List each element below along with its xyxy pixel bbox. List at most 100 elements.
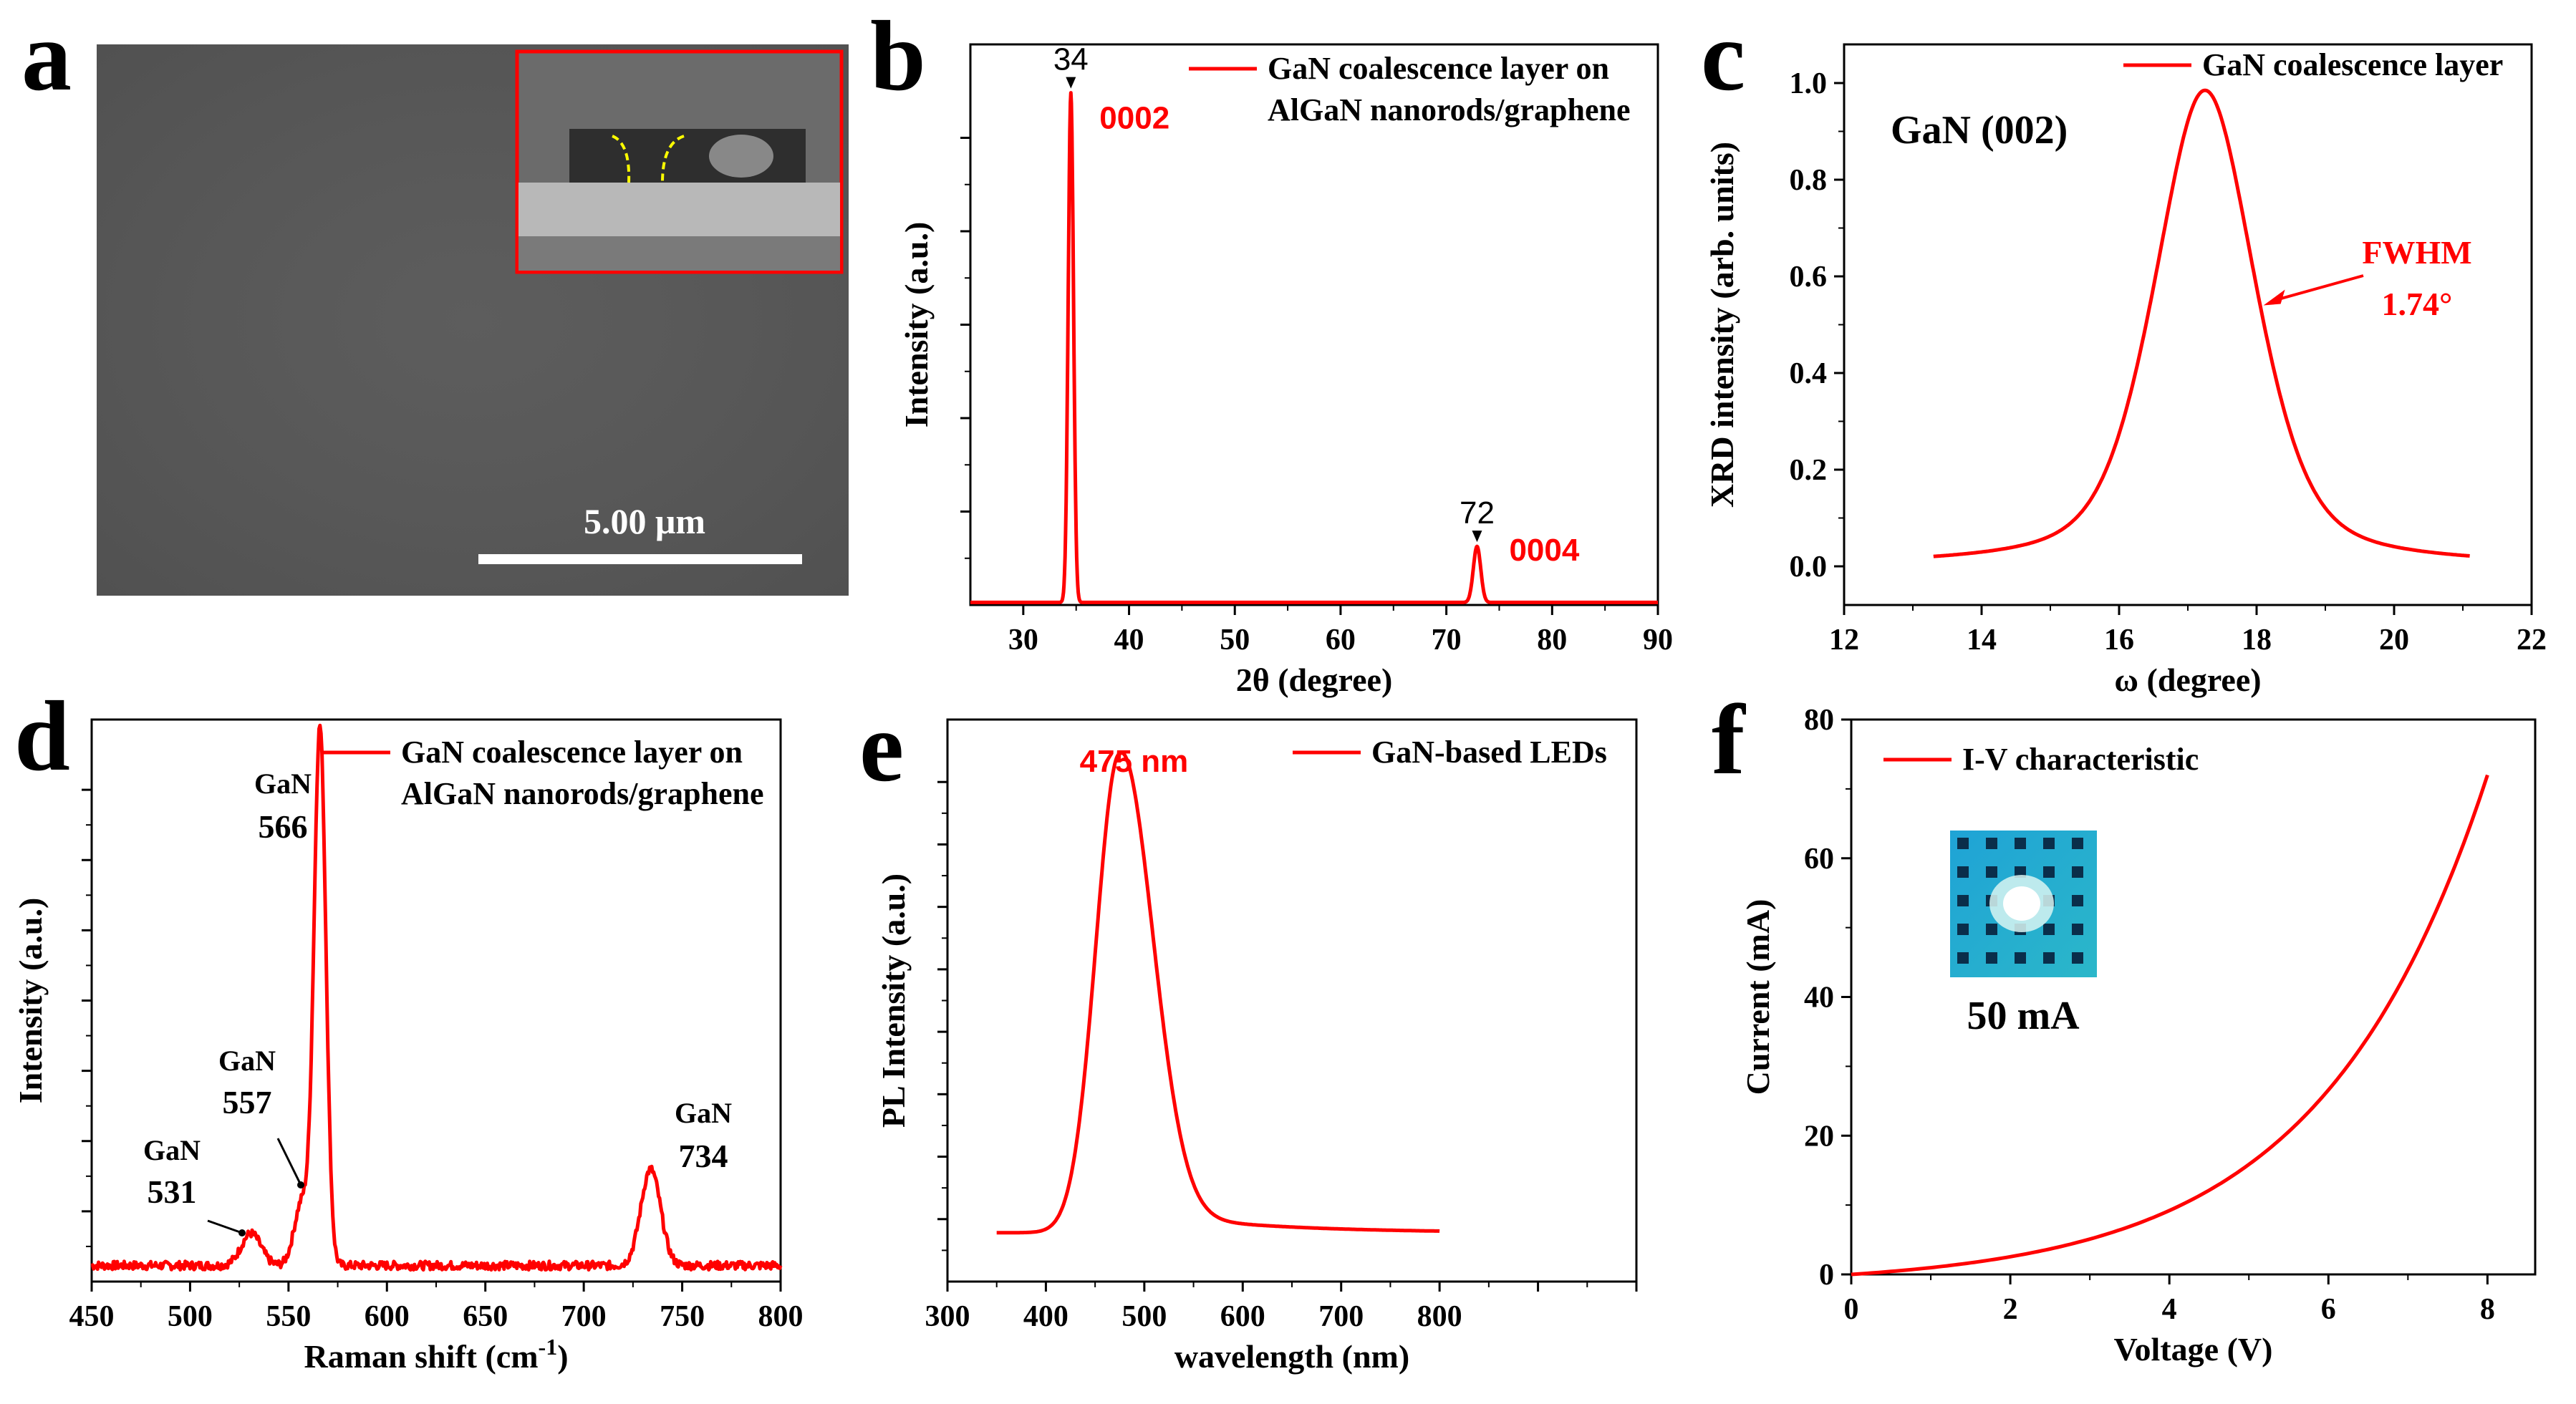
y-tick-label-c: 0.6 xyxy=(1790,261,1828,294)
panel-label-e: e xyxy=(859,692,904,803)
sem-inset-substrate xyxy=(518,236,840,271)
led-photo-dot xyxy=(1957,838,1969,849)
x-tick-label-e: 400 xyxy=(1023,1300,1068,1333)
panel-d: d 450 500 550 600 650 700 750 800 Raman shift (cm… xyxy=(12,681,804,1375)
x-tick-label-f: 2 xyxy=(2003,1293,2018,1326)
led-photo-dot xyxy=(2015,952,2026,964)
legend-text-e: GaN-based LEDs xyxy=(1371,735,1607,770)
x-tick-label-e: 600 xyxy=(1220,1300,1265,1333)
led-photo-dot xyxy=(2043,924,2055,935)
y-tick-label-c: 0.8 xyxy=(1790,164,1828,197)
led-photo-dot xyxy=(2072,952,2083,964)
panel-a: a 5.00 μm xyxy=(21,1,849,596)
peak-label-value-d: 531 xyxy=(148,1173,197,1210)
dashed-boundary-left xyxy=(612,135,631,183)
fwhm-label: FWHM xyxy=(2362,234,2471,271)
led-photo-dot xyxy=(1957,895,1969,906)
y-tick-label-f: 60 xyxy=(1804,843,1834,876)
peak-label-top-d: GaN xyxy=(218,1045,276,1077)
x-tick-label-b: 80 xyxy=(1537,624,1567,657)
peak-value-label-b: 72 xyxy=(1460,495,1495,531)
x-tick-label-d: 550 xyxy=(266,1300,311,1333)
fwhm-value: 1.74° xyxy=(2382,286,2453,322)
peak-label-top-d: GaN xyxy=(143,1134,201,1166)
x-tick-label-f: 0 xyxy=(1844,1293,1859,1326)
led-photo-dot xyxy=(1986,866,1997,878)
peak-label-top-d: GaN xyxy=(675,1097,732,1129)
y-tick-label-f: 80 xyxy=(1804,704,1834,737)
series-line-d xyxy=(90,723,783,1272)
panel-label-f: f xyxy=(1712,684,1746,795)
x-tick-label-f: 6 xyxy=(2321,1293,2336,1326)
scale-bar-label: 5.00 μm xyxy=(584,501,705,541)
peak-value-label-b: 34 xyxy=(1053,42,1089,77)
x-tick-label-d: 500 xyxy=(168,1300,213,1333)
fwhm-arrow xyxy=(2272,274,2364,303)
led-photo-dot xyxy=(2072,895,2083,906)
y-tick-label-c: 0.0 xyxy=(1790,551,1828,584)
panel-label-d: d xyxy=(14,681,70,792)
x-axis-label-c: ω (degree) xyxy=(2114,662,2261,698)
y-axis-label-b: Intensity (a.u.) xyxy=(898,222,935,428)
series-line-c xyxy=(1933,88,2471,558)
x-tick-label-b: 70 xyxy=(1432,624,1462,657)
led-photo-dot xyxy=(2072,924,2083,935)
led-photo-dot xyxy=(2072,838,2083,849)
peak-arrowhead-d xyxy=(238,1229,246,1236)
x-tick-label-b: 50 xyxy=(1220,624,1250,657)
x-tick-label-d: 650 xyxy=(463,1300,508,1333)
legend-text-d: AlGaN nanorods/graphene xyxy=(401,776,764,811)
peak-label-value-d: 734 xyxy=(679,1138,728,1174)
led-photo-dot xyxy=(2015,838,2026,849)
plot-frame-f xyxy=(1850,718,2537,1276)
x-tick-label-d: 800 xyxy=(758,1300,804,1333)
x-tick-label-e: 700 xyxy=(1318,1300,1364,1333)
led-photo-dot xyxy=(1986,838,1997,849)
x-tick-label-b: 90 xyxy=(1643,624,1673,657)
x-axis-label-e: wavelength (nm) xyxy=(1174,1338,1409,1375)
led-photo-dot xyxy=(2072,866,2083,878)
peak-arrowhead-d xyxy=(297,1181,304,1188)
y-tick-label-c: 1.0 xyxy=(1790,67,1828,100)
peak-name-label-b: 0002 xyxy=(1099,101,1169,136)
peak-arrow-b xyxy=(1472,531,1482,543)
inset-current-label: 50 mA xyxy=(1967,994,2080,1038)
led-photo-dot xyxy=(2015,866,2026,878)
led-photo-dot xyxy=(1957,952,1969,964)
peak-arrow-b xyxy=(1066,77,1076,89)
sem-inset-particle xyxy=(709,135,773,178)
annotation-gan002: GaN (002) xyxy=(1891,108,2068,152)
peak-label-top-d: GaN xyxy=(254,768,312,800)
fwhm-arrowhead xyxy=(2263,289,2285,306)
sem-inset xyxy=(515,49,844,274)
y-tick-label-f: 20 xyxy=(1804,1120,1834,1153)
y-tick-label-f: 40 xyxy=(1804,982,1834,1015)
x-tick-label-c: 16 xyxy=(2104,624,2134,657)
x-tick-label-b: 30 xyxy=(1008,624,1038,657)
x-tick-label-f: 4 xyxy=(2162,1293,2177,1326)
x-tick-label-c: 18 xyxy=(2242,624,2272,657)
series-line-f xyxy=(1851,774,2489,1277)
x-tick-label-c: 22 xyxy=(2517,624,2547,657)
legend-text-f: I-V characteristic xyxy=(1962,742,2199,777)
x-tick-label-c: 12 xyxy=(1829,624,1859,657)
peak-label-value-d: 566 xyxy=(259,808,308,845)
x-tick-label-e: 300 xyxy=(925,1300,970,1333)
x-tick-label-d: 600 xyxy=(365,1300,410,1333)
peak-label-e: 475 nm xyxy=(1080,744,1189,779)
y-axis-label-c: XRD intensity (arb. units) xyxy=(1704,142,1740,508)
led-photo-dot xyxy=(2043,866,2055,878)
x-tick-label-e: 500 xyxy=(1121,1300,1167,1333)
x-tick-label-c: 14 xyxy=(1967,624,1997,657)
legend-text-b: GaN coalescence layer on xyxy=(1268,51,1609,86)
led-photo-dot xyxy=(2043,952,2055,964)
legend-text-c: GaN coalescence layer xyxy=(2202,47,2503,82)
legend-text-b: AlGaN nanorods/graphene xyxy=(1268,92,1631,127)
series-line-b xyxy=(969,91,1659,604)
x-tick-label-f: 8 xyxy=(2480,1293,2495,1326)
led-photo-dot xyxy=(1957,866,1969,878)
x-tick-label-b: 40 xyxy=(1114,624,1144,657)
y-axis-label-d: Intensity (a.u.) xyxy=(12,898,49,1104)
